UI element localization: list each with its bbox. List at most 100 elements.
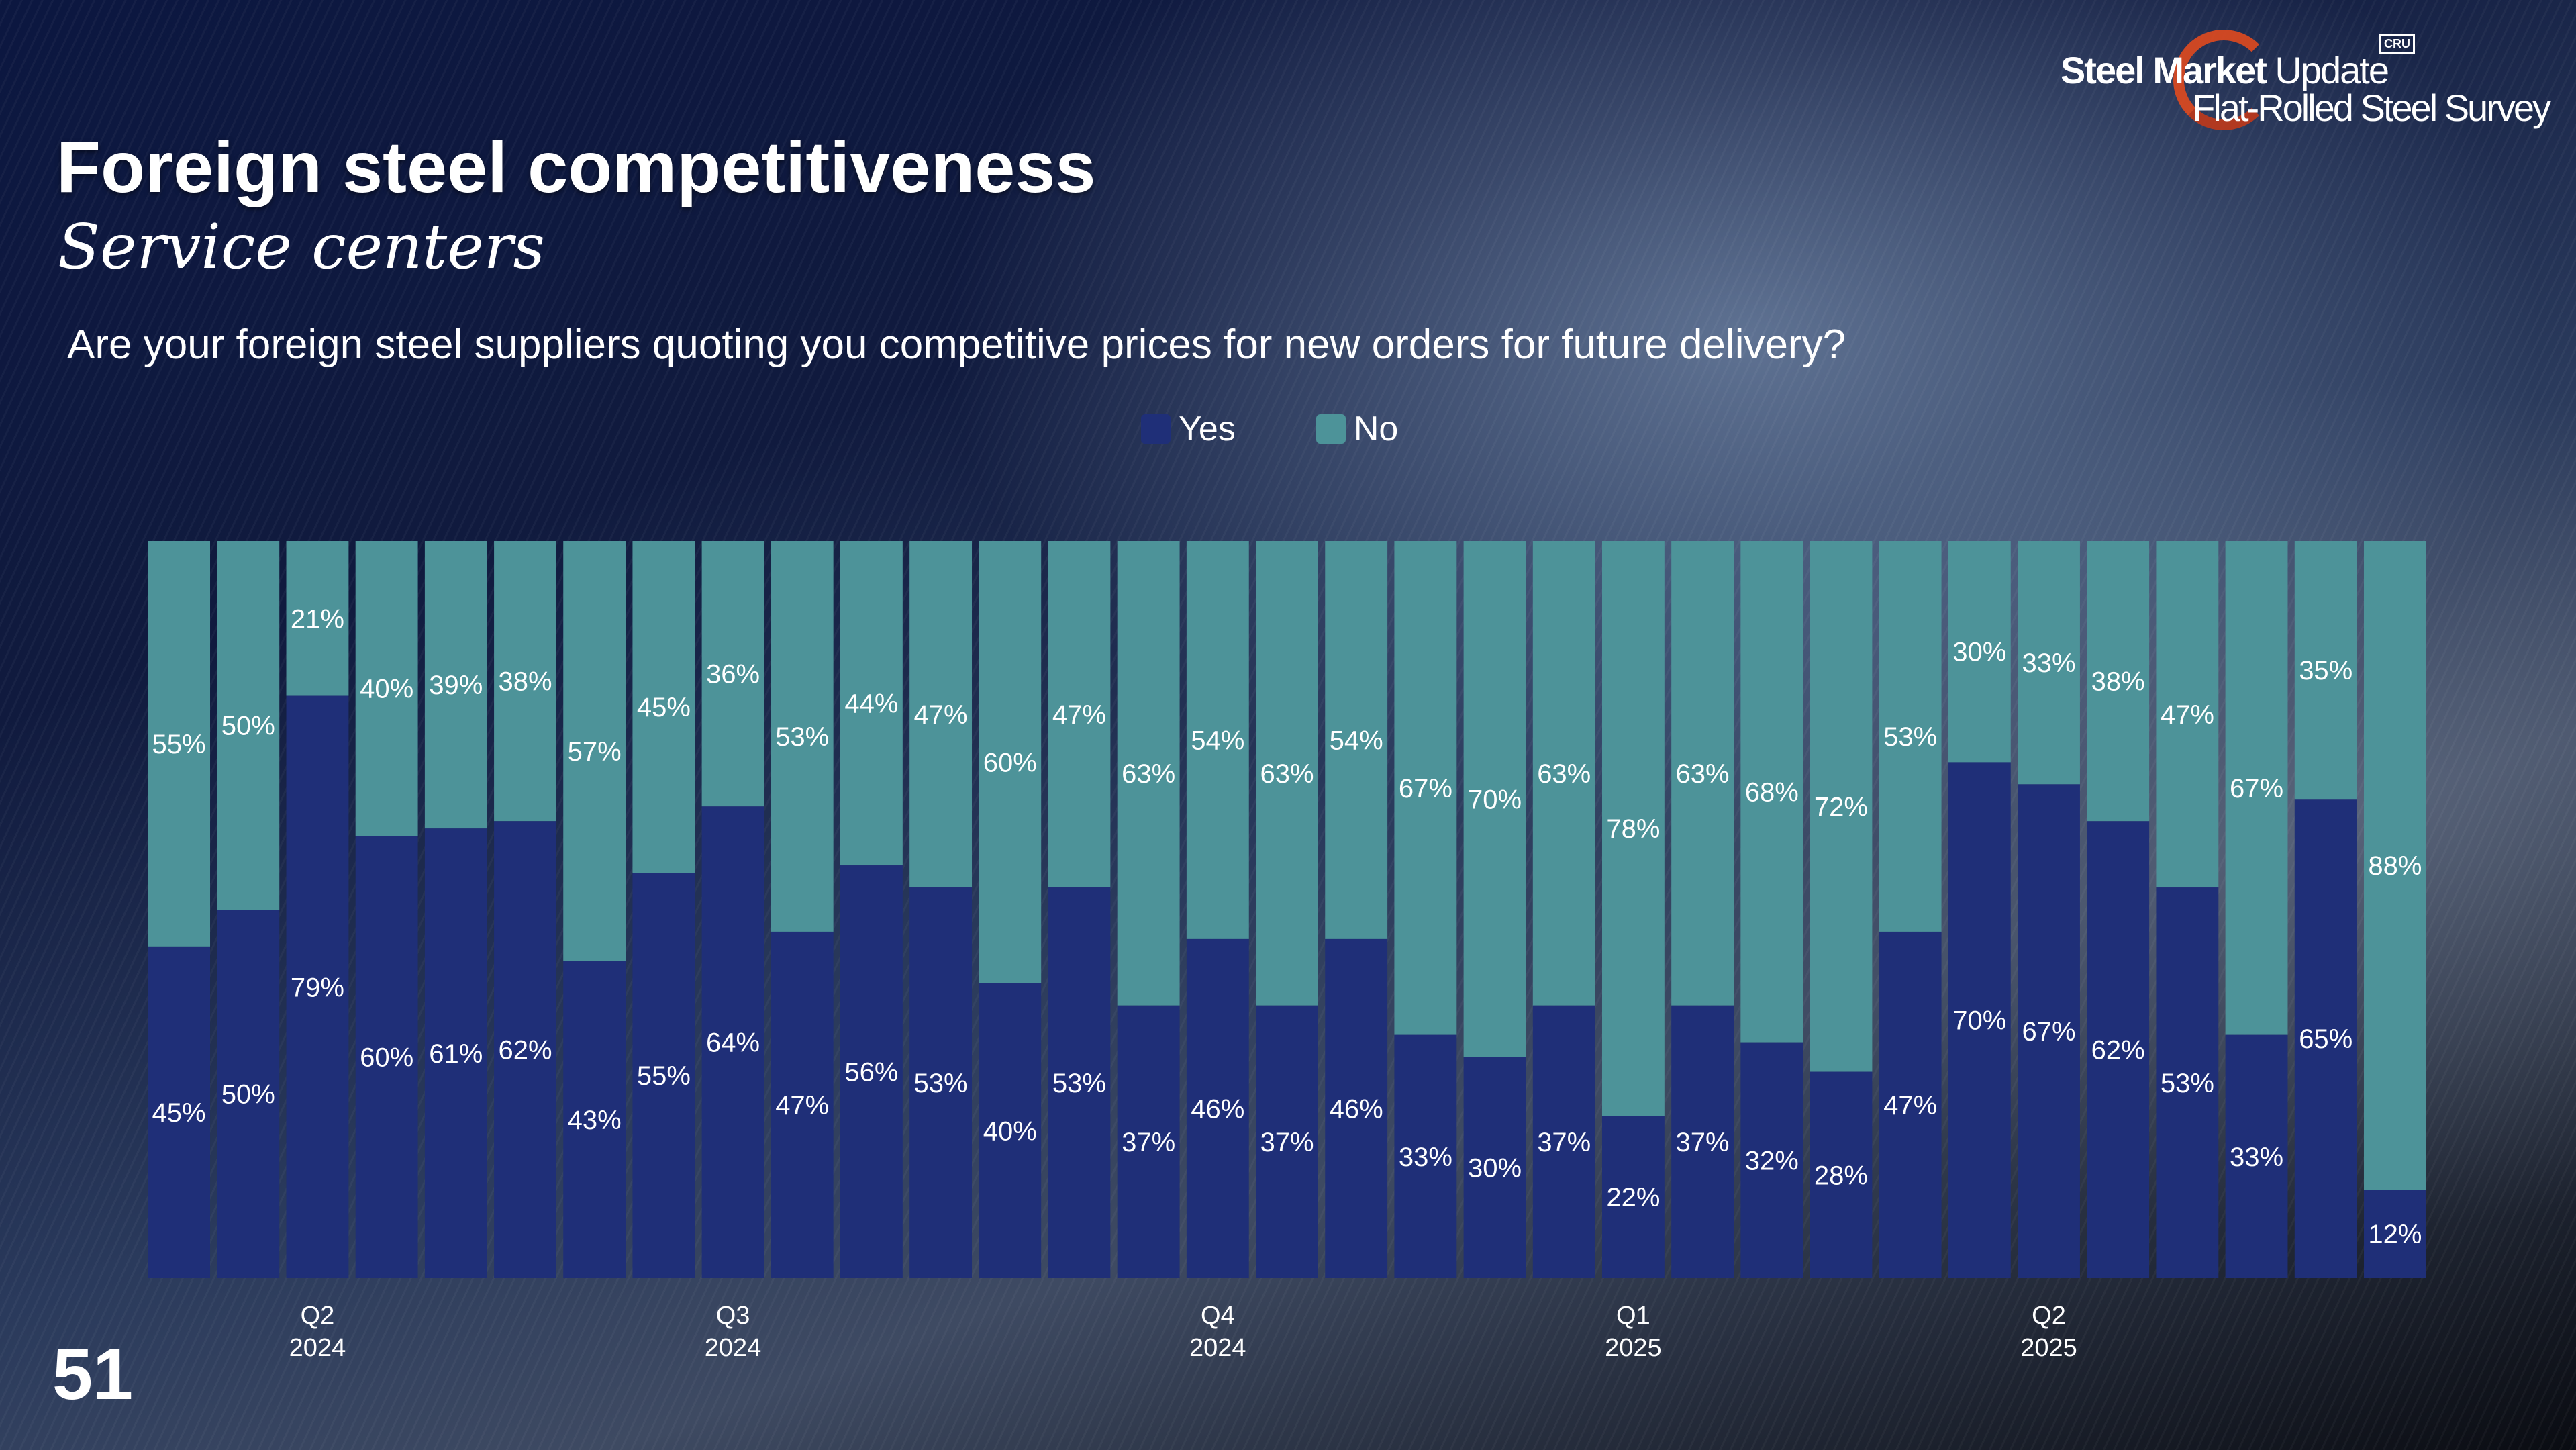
bar-yes-31	[2294, 799, 2357, 1278]
label-no-18: 67%	[1399, 774, 1452, 804]
label-no-5: 38%	[498, 667, 552, 697]
bar-yes-9	[771, 931, 834, 1278]
label-yes-4: 61%	[429, 1039, 483, 1069]
page-number: 51	[52, 1333, 134, 1414]
bar-yes-32	[2363, 1190, 2426, 1278]
label-yes-29: 53%	[2161, 1069, 2214, 1098]
bar-no-1	[217, 541, 280, 910]
bar-yes-11	[909, 887, 973, 1278]
page-title: Foreign steel competitiveness	[56, 126, 1096, 207]
chart-legend: Yes No	[1141, 405, 1479, 452]
bar-yes-21	[1601, 1116, 1665, 1278]
bar-no-26	[1948, 541, 2011, 763]
x-tick-year-3: 2025	[1605, 1334, 1662, 1362]
label-yes-5: 62%	[498, 1036, 552, 1065]
label-no-17: 54%	[1330, 726, 1383, 755]
label-no-27: 33%	[2022, 648, 2075, 678]
bar-no-29	[2156, 541, 2219, 888]
bar-no-31	[2294, 541, 2357, 800]
label-yes-3: 60%	[360, 1043, 413, 1073]
cru-badge: CRU	[2379, 34, 2415, 54]
label-yes-25: 47%	[1883, 1091, 1937, 1120]
bar-yes-1	[217, 910, 280, 1278]
bar-no-16	[1256, 541, 1318, 1006]
bar-no-19	[1463, 541, 1526, 1057]
bar-yes-17	[1325, 938, 1388, 1278]
bar-no-11	[909, 541, 973, 888]
bar-yes-4	[424, 828, 487, 1278]
legend-swatch-no	[1316, 414, 1346, 444]
label-yes-26: 70%	[1952, 1006, 2006, 1036]
label-yes-11: 53%	[914, 1069, 968, 1098]
label-yes-13: 53%	[1052, 1069, 1106, 1098]
bar-no-27	[2018, 541, 2080, 785]
bar-no-3	[355, 541, 418, 836]
bar-yes-8	[701, 806, 764, 1278]
x-tick-year-4: 2025	[2020, 1334, 2077, 1362]
logo-wordmark-light: Update	[2275, 49, 2389, 91]
label-no-3: 40%	[360, 675, 413, 704]
label-yes-6: 43%	[568, 1106, 622, 1135]
bar-no-9	[771, 541, 834, 932]
bar-no-30	[2225, 541, 2288, 1035]
bar-yes-22	[1671, 1005, 1734, 1278]
label-yes-19: 30%	[1468, 1153, 1522, 1183]
label-no-6: 57%	[568, 737, 622, 767]
label-yes-30: 33%	[2230, 1143, 2283, 1172]
label-no-9: 53%	[775, 722, 829, 752]
label-no-24: 72%	[1814, 792, 1868, 822]
label-yes-21: 22%	[1606, 1183, 1660, 1212]
label-no-10: 44%	[844, 689, 898, 719]
label-yes-17: 46%	[1330, 1094, 1383, 1124]
legend-item-no: No	[1316, 409, 1398, 449]
bar-yes-14	[1117, 1005, 1180, 1278]
label-no-11: 47%	[914, 700, 968, 730]
label-yes-28: 62%	[2091, 1036, 2145, 1065]
label-yes-20: 37%	[1537, 1128, 1591, 1157]
bar-yes-13	[1048, 887, 1111, 1278]
bar-yes-25	[1879, 931, 1942, 1278]
bar-yes-19	[1463, 1057, 1526, 1278]
label-yes-23: 32%	[1745, 1146, 1799, 1175]
bar-yes-6	[563, 961, 626, 1278]
label-yes-0: 45%	[152, 1098, 206, 1128]
legend-swatch-yes	[1141, 414, 1171, 444]
label-no-29: 47%	[2161, 700, 2214, 730]
bar-no-6	[563, 541, 626, 961]
label-no-21: 78%	[1606, 814, 1660, 844]
bar-no-20	[1532, 541, 1595, 1006]
legend-label-yes: Yes	[1179, 409, 1236, 448]
bar-no-22	[1671, 541, 1734, 1006]
bar-yes-15	[1186, 938, 1249, 1278]
steel-market-update-logo: CRU Steel Market Update Flat-Rolled Stee…	[2039, 30, 2551, 130]
x-tick-year-2: 2024	[1189, 1334, 1246, 1362]
legend-item-yes: Yes	[1141, 409, 1236, 449]
label-yes-14: 37%	[1122, 1128, 1175, 1157]
bar-yes-30	[2225, 1034, 2288, 1278]
bar-yes-28	[2087, 821, 2150, 1278]
label-yes-10: 56%	[844, 1058, 898, 1088]
bar-no-7	[632, 541, 695, 873]
logo-wordmark-bold: Steel Market	[2060, 49, 2267, 91]
bar-no-13	[1048, 541, 1111, 888]
x-tick-quarter-4: Q2	[2032, 1302, 2066, 1330]
label-yes-15: 46%	[1191, 1094, 1244, 1124]
label-no-31: 35%	[2299, 656, 2352, 685]
bar-yes-3	[355, 836, 418, 1278]
bar-yes-10	[840, 865, 903, 1278]
bar-no-15	[1186, 541, 1249, 939]
bar-no-10	[840, 541, 903, 866]
label-no-28: 38%	[2091, 667, 2145, 697]
label-no-15: 54%	[1191, 726, 1244, 755]
label-no-23: 68%	[1745, 777, 1799, 807]
bar-yes-20	[1532, 1005, 1595, 1278]
label-no-25: 53%	[1883, 722, 1937, 752]
bar-yes-16	[1256, 1005, 1318, 1278]
label-no-8: 36%	[706, 660, 760, 689]
logo-wordmark: Steel Market Update	[2060, 48, 2389, 92]
label-no-22: 63%	[1676, 759, 1730, 789]
label-no-16: 63%	[1260, 759, 1314, 789]
survey-question: Are your foreign steel suppliers quoting…	[67, 322, 1846, 368]
bar-no-25	[1879, 541, 1942, 932]
